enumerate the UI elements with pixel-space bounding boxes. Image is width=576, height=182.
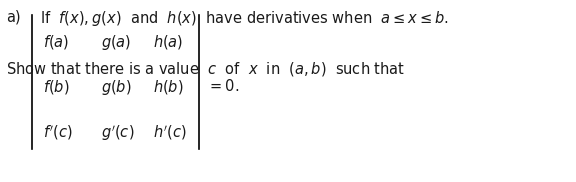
Text: a): a) bbox=[6, 9, 20, 24]
Text: $f(a)$: $f(a)$ bbox=[43, 33, 69, 51]
Text: Show that there is a value  $c$  of  $x$  in  $(a, b)$  such that: Show that there is a value $c$ of $x$ in… bbox=[6, 60, 405, 78]
Text: $g(b)$: $g(b)$ bbox=[101, 78, 131, 97]
Text: $= 0.$: $= 0.$ bbox=[207, 78, 240, 94]
Text: $f'(c)$: $f'(c)$ bbox=[43, 124, 73, 142]
Text: $h'(c)$: $h'(c)$ bbox=[153, 124, 187, 142]
Text: $g(a)$: $g(a)$ bbox=[101, 33, 131, 52]
Text: $h(a)$: $h(a)$ bbox=[153, 33, 183, 51]
Text: $h(b)$: $h(b)$ bbox=[153, 78, 183, 96]
Text: If  $f(x), g(x)$  and  $h(x)$  have derivatives when  $a \leq x \leq b$.: If $f(x), g(x)$ and $h(x)$ have derivati… bbox=[40, 9, 449, 28]
Text: $g'(c)$: $g'(c)$ bbox=[101, 124, 134, 143]
Text: $f(b)$: $f(b)$ bbox=[43, 78, 70, 96]
